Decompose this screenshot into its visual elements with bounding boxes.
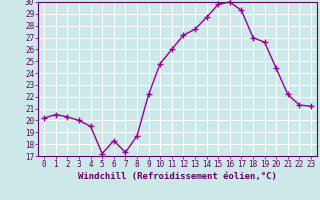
X-axis label: Windchill (Refroidissement éolien,°C): Windchill (Refroidissement éolien,°C) bbox=[78, 172, 277, 181]
